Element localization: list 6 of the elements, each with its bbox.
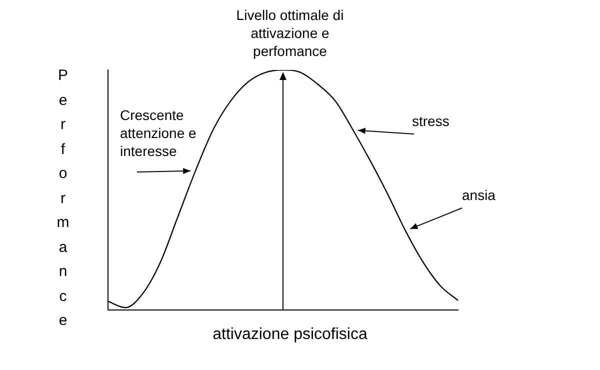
x-axis-title: attivazione psicofisica (212, 326, 368, 344)
chart-title: Livello ottimale di attivazione e perfomance (235, 6, 345, 60)
text: Performance (56, 67, 70, 329)
text: ansia (462, 186, 496, 204)
annotation: stress (412, 112, 450, 130)
annotation: Crescente attenzione e interesse (120, 106, 198, 160)
